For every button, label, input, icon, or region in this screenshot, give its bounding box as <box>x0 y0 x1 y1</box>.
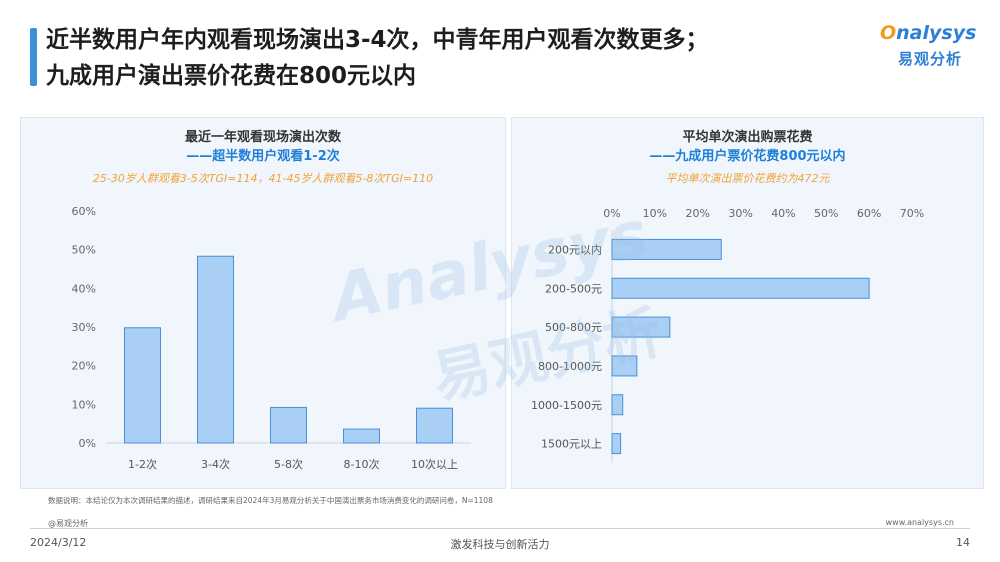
bar <box>611 238 722 260</box>
bar <box>197 255 234 444</box>
x-tick-label: 50% <box>814 207 838 220</box>
footer-date: 2024/3/12 <box>30 536 87 549</box>
y-tick-label: 30% <box>72 321 96 334</box>
x-tick-label: 10% <box>643 207 667 220</box>
bar <box>611 277 870 299</box>
page-title: 近半数用户年内观看现场演出3-4次，中青年用户观看次数更多； 九成用户演出票价花… <box>46 22 866 94</box>
logo-english: Onalysys <box>880 22 976 44</box>
y-tick-label: 20% <box>72 360 96 373</box>
x-tick-label: 3-4次 <box>201 457 230 471</box>
y-tick-label: 50% <box>72 244 96 257</box>
y-tick-label: 0% <box>79 437 96 450</box>
x-tick-label: 30% <box>728 207 752 220</box>
page-title-line1: 近半数用户年内观看现场演出3-4次，中青年用户观看次数更多； <box>46 27 709 53</box>
title-accent-bar <box>30 28 37 86</box>
data-note: 数据说明：本结论仅为本次调研结果的描述，调研结果来自2024年3月易观分析关于中… <box>48 496 493 505</box>
x-tick-label: 20% <box>685 207 709 220</box>
bar <box>611 316 671 338</box>
left-chart-title: 最近一年观看现场演出次数 <box>184 130 341 145</box>
left-chart-annotation: 25-30岁人群观看3-5次TGI=114，41-45岁人群观看5-8次TGI=… <box>92 172 434 185</box>
bar <box>124 327 161 444</box>
y-tick-label: 200-500元 <box>545 282 602 295</box>
x-tick-label: 40% <box>771 207 795 220</box>
website-link[interactable]: www.analysys.cn <box>885 518 954 527</box>
logo-chinese: 易观分析 <box>898 50 963 68</box>
bar <box>416 407 453 444</box>
x-tick-label: 1-2次 <box>128 457 157 471</box>
page-title-line2: 九成用户演出票价花费在800元以内 <box>46 63 417 89</box>
y-tick-label: 10% <box>72 398 96 411</box>
y-tick-label: 200元以内 <box>548 242 602 256</box>
right-bar-chart: 0% 10% 20% 30% 40% 50% 60% 70% 200元以内 200-500元 500… <box>531 207 924 463</box>
x-tick-label: 0% <box>603 207 620 220</box>
y-tick-label: 40% <box>72 282 96 295</box>
bar <box>611 355 638 377</box>
right-chart-title: 平均单次演出购票花费 <box>682 130 813 145</box>
logo-o: O <box>880 22 897 44</box>
x-tick-label: 8-10次 <box>344 457 380 471</box>
left-chart-subtitle: ——超半数用户观看1-2次 <box>186 149 340 164</box>
y-tick-label: 500-800元 <box>545 321 602 334</box>
logo-rest: nalysys <box>896 22 977 44</box>
right-chart-annotation: 平均单次演出票价花费约为472元 <box>665 172 830 185</box>
y-tick-label: 1500元以上 <box>541 438 602 451</box>
right-chart-subtitle: ——九成用户票价花费800元以内 <box>649 149 846 164</box>
bar <box>611 394 624 416</box>
page-number: 14 <box>956 536 970 549</box>
bar <box>611 433 622 455</box>
bar <box>270 406 307 444</box>
x-tick-label: 5-8次 <box>274 457 303 471</box>
right-chart-panel: 平均单次演出购票花费 ——九成用户票价花费800元以内 平均单次演出票价花费约为… <box>511 117 984 489</box>
footer-slogan: 激发科技与创新活力 <box>450 538 550 551</box>
y-tick-label: 60% <box>72 205 96 218</box>
x-tick-label: 70% <box>900 207 924 220</box>
analysys-logo: Onalysys 易观分析 <box>880 22 980 72</box>
x-tick-label: 60% <box>857 207 881 220</box>
left-chart-panel: 最近一年观看现场演出次数 ——超半数用户观看1-2次 25-30岁人群观看3-5… <box>20 117 506 489</box>
x-tick-label: 10次以上 <box>411 457 458 471</box>
y-tick-label: 1000-1500元 <box>531 399 602 412</box>
footer-divider <box>30 528 970 529</box>
left-bar-chart: 0% 10% 20% 30% 40% 50% 60% 1-2次 3-4次 5-8次 8-10次 10次… <box>72 205 471 471</box>
source-label: @易观分析 <box>48 519 88 528</box>
y-tick-label: 800-1000元 <box>538 360 602 373</box>
bar <box>343 428 380 444</box>
